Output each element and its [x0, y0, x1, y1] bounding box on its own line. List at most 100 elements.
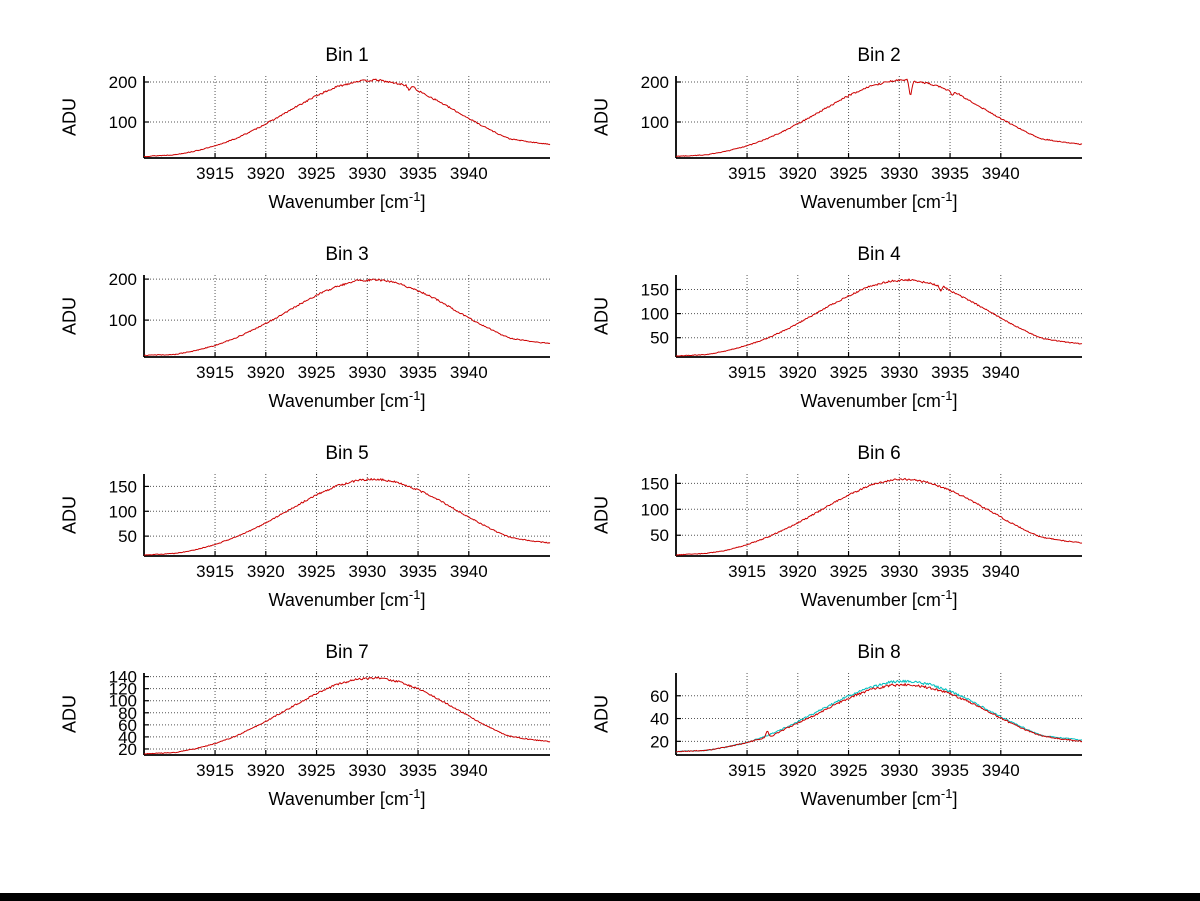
svg-text:3915: 3915 [728, 761, 766, 780]
svg-text:120: 120 [109, 680, 137, 699]
x-axis-label-close: ] [952, 590, 958, 610]
plot-area: 3915 3920 3925 3930 3935 3940 100 200 [641, 73, 1083, 183]
svg-text:3940: 3940 [982, 761, 1020, 780]
svg-text:80: 80 [118, 704, 137, 723]
plot-area: 3915 3920 3925 3930 3935 3940 50 100 150 [641, 275, 1083, 382]
x-axis-label: Wavenumber [cm-1] [144, 587, 550, 611]
x-axis-label-sup: -1 [940, 189, 953, 204]
x-axis-label-text: Wavenumber [cm [800, 590, 941, 610]
subplot-title: Bin 8 [857, 642, 901, 663]
svg-text:140: 140 [109, 668, 137, 687]
x-axis-label-sup: -1 [408, 388, 421, 403]
x-axis-label-close: ] [420, 590, 426, 610]
svg-text:3940: 3940 [450, 562, 488, 581]
subplot-bin-5: Bin 5 ADU 3915 3920 3925 3930 3935 3940 50 100 1… [58, 440, 590, 639]
y-axis-label: ADU [59, 98, 80, 137]
svg-text:3940: 3940 [982, 363, 1020, 382]
svg-text:3930: 3930 [880, 761, 918, 780]
subplot-title: Bin 6 [857, 443, 901, 464]
plot-area: 3915 3920 3925 3930 3935 3940 100 200 [109, 270, 551, 382]
svg-text:3920: 3920 [779, 562, 817, 581]
subplot-title: Bin 3 [325, 244, 369, 265]
subplot-title: Bin 1 [325, 45, 369, 66]
svg-text:3940: 3940 [450, 363, 488, 382]
plot-area: 3915 3920 3925 3930 3935 3940 50 100 150 [641, 474, 1083, 581]
svg-text:150: 150 [641, 280, 669, 299]
y-axis-label: ADU [59, 496, 80, 535]
svg-text:60: 60 [118, 716, 137, 735]
x-axis-label-close: ] [952, 789, 958, 809]
plot-area: 3915 3920 3925 3930 3935 3940 50 100 150 [109, 474, 551, 581]
svg-text:100: 100 [109, 502, 137, 521]
bottom-bar [0, 893, 1200, 901]
x-axis-label: Wavenumber [cm-1] [676, 189, 1082, 213]
svg-text:40: 40 [118, 728, 137, 747]
svg-text:3930: 3930 [880, 363, 918, 382]
svg-text:40: 40 [650, 710, 669, 729]
plot-area: 3915 3920 3925 3930 3935 3940 100 200 [109, 73, 551, 183]
svg-text:3925: 3925 [830, 562, 868, 581]
x-axis-label-sup: -1 [940, 388, 953, 403]
x-axis-label-close: ] [952, 391, 958, 411]
y-axis-label: ADU [591, 297, 612, 336]
subplot-title: Bin 4 [857, 244, 901, 265]
svg-text:20: 20 [650, 732, 669, 751]
svg-text:60: 60 [650, 687, 669, 706]
svg-text:100: 100 [641, 500, 669, 519]
subplot-title: Bin 2 [857, 45, 901, 66]
svg-text:3930: 3930 [348, 562, 386, 581]
svg-text:3925: 3925 [830, 363, 868, 382]
subplot-bin-7: Bin 7 ADU 3915 3920 3925 3930 3935 3940 20 40 60… [58, 639, 590, 838]
subplot-bin-8: Bin 8 ADU 3915 3920 3925 3930 3935 3940 20 40 60… [590, 639, 1122, 838]
x-axis-label-text: Wavenumber [cm [800, 192, 941, 212]
svg-text:3940: 3940 [982, 164, 1020, 183]
x-axis-label: Wavenumber [cm-1] [676, 388, 1082, 412]
x-axis-label: Wavenumber [cm-1] [144, 388, 550, 412]
x-axis-label-sup: -1 [940, 587, 953, 602]
svg-text:3935: 3935 [931, 164, 969, 183]
svg-text:150: 150 [641, 474, 669, 493]
subplot-title: Bin 5 [325, 443, 369, 464]
svg-text:3935: 3935 [931, 761, 969, 780]
svg-text:3920: 3920 [247, 562, 285, 581]
svg-text:3925: 3925 [298, 363, 336, 382]
plot-area: 3915 3920 3925 3930 3935 3940 20 40 60 [650, 673, 1083, 780]
svg-text:3920: 3920 [779, 363, 817, 382]
x-axis-label-close: ] [420, 789, 426, 809]
subplot-bin-3: Bin 3 ADU 3915 3920 3925 3930 3935 3940 100 200… [58, 241, 590, 440]
x-axis-label-text: Wavenumber [cm [268, 192, 409, 212]
svg-text:200: 200 [109, 73, 137, 92]
svg-text:3915: 3915 [196, 562, 234, 581]
svg-text:3925: 3925 [830, 761, 868, 780]
subplot-bin-2: Bin 2 ADU 3915 3920 3925 3930 3935 3940 100 200… [590, 42, 1122, 241]
x-axis-label: Wavenumber [cm-1] [144, 786, 550, 810]
svg-text:3915: 3915 [728, 164, 766, 183]
x-axis-label: Wavenumber [cm-1] [676, 587, 1082, 611]
svg-text:3925: 3925 [830, 164, 868, 183]
x-axis-label-sup: -1 [940, 786, 953, 801]
x-axis-label-close: ] [952, 192, 958, 212]
plot-area: 3915 3920 3925 3930 3935 3940 2040608010012014… [109, 668, 551, 780]
y-axis-label: ADU [59, 297, 80, 336]
svg-text:20: 20 [118, 740, 137, 759]
svg-text:200: 200 [641, 73, 669, 92]
subplot-bin-4: Bin 4 ADU 3915 3920 3925 3930 3935 3940 50 100 1… [590, 241, 1122, 440]
svg-text:50: 50 [118, 527, 137, 546]
x-axis-label-text: Wavenumber [cm [268, 391, 409, 411]
svg-text:150: 150 [109, 477, 137, 496]
svg-text:3935: 3935 [931, 562, 969, 581]
x-axis-label-sup: -1 [408, 189, 421, 204]
svg-text:100: 100 [109, 113, 137, 132]
x-axis-label-text: Wavenumber [cm [268, 789, 409, 809]
svg-text:3930: 3930 [348, 164, 386, 183]
x-axis-label-text: Wavenumber [cm [800, 391, 941, 411]
x-axis-label: Wavenumber [cm-1] [676, 786, 1082, 810]
x-axis-label-close: ] [420, 391, 426, 411]
svg-text:3920: 3920 [247, 363, 285, 382]
y-axis-label: ADU [59, 695, 80, 734]
svg-text:3925: 3925 [298, 562, 336, 581]
x-axis-label-close: ] [420, 192, 426, 212]
svg-text:100: 100 [641, 113, 669, 132]
svg-text:3925: 3925 [298, 164, 336, 183]
